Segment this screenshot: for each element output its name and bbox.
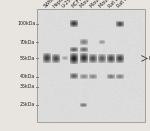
Text: 25kDa: 25kDa: [20, 102, 35, 107]
Text: Mouse brain: Mouse brain: [98, 0, 123, 9]
Text: 55kDa: 55kDa: [20, 56, 35, 61]
Text: 100kDa: 100kDa: [17, 21, 35, 26]
Text: Rat kidney: Rat kidney: [107, 0, 129, 9]
Text: Mouse heart: Mouse heart: [80, 0, 105, 9]
Text: U-251MG: U-251MG: [61, 0, 81, 9]
Text: SW620: SW620: [43, 0, 59, 9]
Text: HepG2: HepG2: [52, 0, 68, 9]
Text: 40kDa: 40kDa: [20, 74, 35, 79]
Text: PDHX: PDHX: [148, 56, 150, 61]
Text: 70kDa: 70kDa: [20, 40, 35, 45]
Text: Rat heart: Rat heart: [116, 0, 136, 9]
Text: 35kDa: 35kDa: [20, 84, 35, 89]
Text: MCF7: MCF7: [70, 0, 84, 9]
Text: Mouse testis: Mouse testis: [89, 0, 114, 9]
